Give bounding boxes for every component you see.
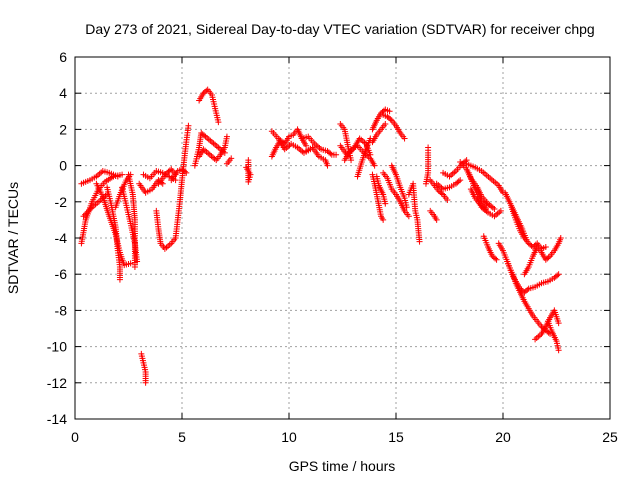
data-point-marker <box>223 133 230 140</box>
data-point-marker <box>545 329 552 336</box>
x-tick-label: 0 <box>71 429 79 445</box>
data-point-marker <box>482 206 489 213</box>
data-point-marker <box>554 272 561 279</box>
data-point-marker <box>524 286 531 293</box>
data-point-marker <box>455 178 462 185</box>
data-point-marker <box>348 157 355 164</box>
y-tick-label: 2 <box>59 121 67 137</box>
data-point-marker <box>493 256 500 263</box>
x-tick-label: 5 <box>178 429 186 445</box>
data-point-marker <box>545 254 552 261</box>
data-point-marker <box>371 162 378 169</box>
data-point-marker <box>497 207 504 214</box>
data-point-marker <box>401 135 408 142</box>
data-point-marker <box>491 206 498 213</box>
y-tick-label: 4 <box>59 85 67 101</box>
x-tick-label: 10 <box>281 429 297 445</box>
data-points-layer <box>78 86 564 386</box>
data-point-marker <box>333 151 340 158</box>
data-point-marker <box>166 167 173 174</box>
data-point-marker <box>228 155 235 162</box>
y-axis-label: SDTVAR / TECUs <box>5 182 21 294</box>
data-point-marker <box>303 142 310 149</box>
y-tick-label: -12 <box>47 375 67 391</box>
data-point-marker <box>542 244 549 251</box>
y-tick-label: -14 <box>47 411 67 427</box>
data-point-marker <box>245 157 252 164</box>
data-point-marker <box>327 150 334 157</box>
data-point-marker <box>433 216 440 223</box>
data-point-marker <box>555 347 562 354</box>
grid-layer <box>75 57 610 419</box>
data-point-marker <box>127 260 134 267</box>
y-tick-label: -8 <box>55 302 68 318</box>
data-point-marker <box>405 213 412 220</box>
data-point-marker <box>116 276 123 283</box>
data-point-marker <box>485 202 492 209</box>
data-point-marker <box>438 190 445 197</box>
chart-title: Day 273 of 2021, Sidereal Day-to-day VTE… <box>85 21 594 37</box>
data-point-marker <box>444 196 451 203</box>
data-point-marker <box>555 271 562 278</box>
data-point-marker <box>492 255 499 262</box>
data-point-marker <box>555 320 562 327</box>
data-point-marker <box>142 379 149 386</box>
data-point-marker <box>185 122 192 129</box>
y-tick-label: 0 <box>59 158 67 174</box>
x-axis-label: GPS time / hours <box>289 458 396 474</box>
data-point-marker <box>382 200 389 207</box>
data-point-marker <box>386 108 393 115</box>
data-point-marker <box>203 87 210 94</box>
y-tick-label: 6 <box>59 49 67 65</box>
data-point-marker <box>403 204 410 211</box>
y-tick-label: -10 <box>47 339 67 355</box>
data-point-marker <box>131 263 138 270</box>
x-tick-label: 25 <box>602 429 618 445</box>
y-tick-label: -2 <box>55 194 68 210</box>
data-point-marker <box>119 171 126 178</box>
data-point-marker <box>425 144 432 151</box>
x-tick-label: 20 <box>495 429 511 445</box>
y-tick-label: -4 <box>55 230 68 246</box>
data-point-marker <box>557 235 564 241</box>
x-tick-label: 15 <box>388 429 404 445</box>
data-point-marker <box>215 119 222 126</box>
data-point-marker <box>380 216 387 223</box>
plot-frame <box>74 56 611 420</box>
data-point-marker <box>416 238 423 245</box>
data-point-marker <box>324 162 331 169</box>
data-point-marker <box>387 116 394 123</box>
data-point-marker <box>114 173 121 180</box>
data-point-marker <box>457 177 464 184</box>
y-tick-label: -6 <box>55 266 68 282</box>
data-point-marker <box>181 168 188 175</box>
data-point-marker <box>183 169 190 176</box>
data-point-marker <box>201 132 208 139</box>
data-point-marker <box>382 120 389 127</box>
